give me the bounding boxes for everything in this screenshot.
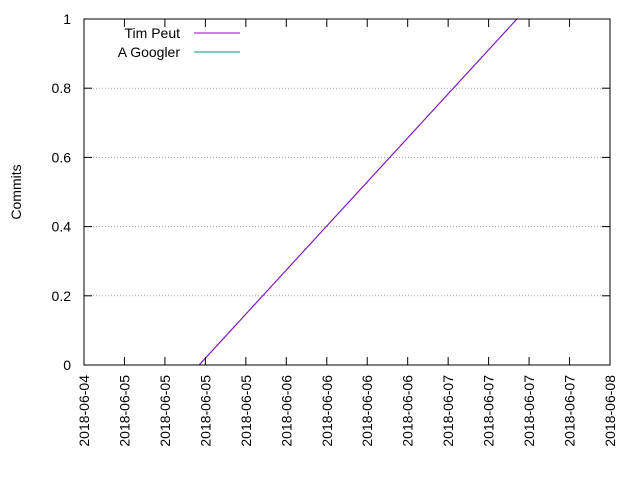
- y-tick-label: 0.8: [52, 80, 72, 96]
- y-tick-label: 0.4: [52, 219, 72, 235]
- plot-frame: [83, 18, 611, 366]
- x-tick-label: 2018-06-07: [521, 375, 537, 447]
- x-axis-ticks: 2018-06-04 2018-06-05 2018-06-05 2018-06-05…: [76, 19, 618, 447]
- legend-entry-label: A Googler: [118, 44, 181, 60]
- x-tick-label: 2018-06-06: [400, 375, 416, 447]
- legend: Tim Peut A Googler: [118, 25, 240, 60]
- x-tick-label: 2018-06-06: [278, 375, 294, 447]
- y-tick-label: 0: [63, 357, 71, 373]
- legend-entry-label: Tim Peut: [125, 25, 181, 41]
- x-tick-label: 2018-06-07: [481, 375, 497, 447]
- x-tick-label: 2018-06-04: [76, 375, 92, 447]
- x-tick-label: 2018-06-07: [562, 375, 578, 447]
- series-lines: [198, 18, 518, 366]
- x-tick-label: 2018-06-05: [238, 375, 254, 447]
- x-tick-label: 2018-06-08: [602, 375, 618, 447]
- x-tick-label: 2018-06-06: [359, 375, 375, 447]
- y-tick-label: 0.6: [52, 149, 72, 165]
- x-tick-label: 2018-06-06: [319, 375, 335, 447]
- x-tick-label: 2018-06-07: [440, 375, 456, 447]
- x-tick-label: 2018-06-05: [116, 375, 132, 447]
- grid-lines: [84, 87, 610, 297]
- x-tick-label: 2018-06-05: [157, 375, 173, 447]
- y-axis-label: Commits: [8, 164, 24, 219]
- y-tick-label: 0.2: [52, 288, 72, 304]
- y-tick-label: 1: [63, 11, 71, 27]
- series-line: [198, 18, 518, 366]
- x-tick-label: 2018-06-05: [197, 375, 213, 447]
- y-axis-ticks: 0 0.2 0.4 0.6 0.8 1: [52, 11, 610, 373]
